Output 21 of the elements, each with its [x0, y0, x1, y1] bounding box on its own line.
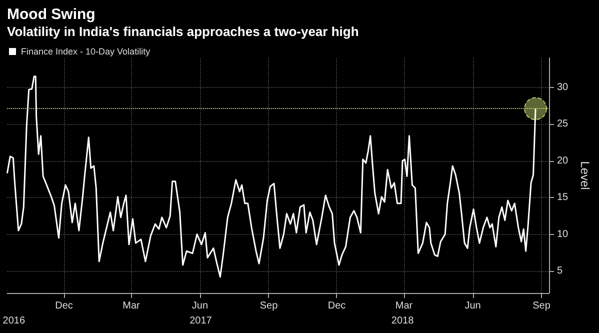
chart-subtitle: Volatility in India's financials approaches a two-year high	[7, 24, 359, 39]
x-tick-label: Dec	[328, 300, 346, 312]
x-tick-label: Jun	[464, 300, 481, 312]
x2-tick-label: 2017	[190, 316, 212, 326]
x2-tick-label: 2016	[2, 316, 26, 326]
x-tick-label: Sep	[260, 300, 278, 312]
y-tick-label: 15	[556, 192, 569, 204]
y-tick-label: 20	[556, 155, 569, 166]
y-tick-label: 30	[556, 82, 569, 93]
chart-title: Mood Swing	[7, 6, 96, 23]
y-tick-label: 10	[556, 228, 569, 240]
x-tick-label: Sep	[532, 300, 551, 312]
y-tick-label: 25	[556, 118, 569, 130]
x-tick-label: Jun	[192, 300, 208, 312]
x-tick-label: Mar	[395, 300, 414, 312]
legend-label: Finance Index - 10-Day Volatility	[21, 46, 151, 56]
y-axis-title: Level	[578, 161, 592, 190]
x-tick-label: Mar	[122, 300, 141, 312]
y-tick-label: 5	[556, 265, 563, 276]
x-tick-label: Dec	[55, 300, 73, 312]
x2-tick-label: 2018	[391, 316, 414, 326]
